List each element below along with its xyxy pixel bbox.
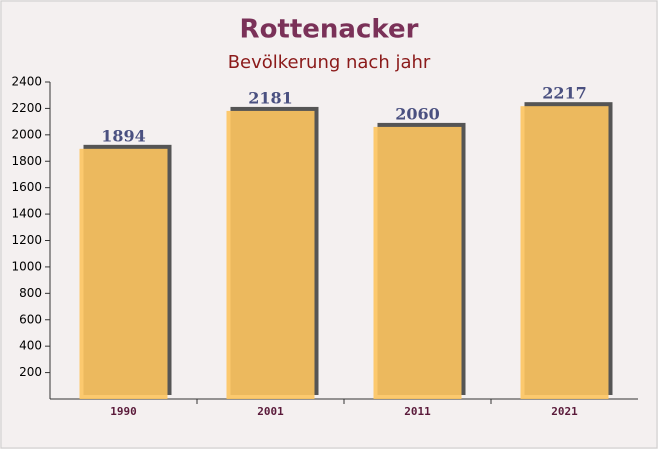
x-tick-label: 2001	[257, 405, 284, 418]
value-label: 2217	[542, 84, 587, 103]
chart-title: Rottenacker	[240, 15, 419, 45]
chart-subtitle: Bevölkerung nach jahr	[228, 52, 431, 73]
bar	[520, 106, 609, 399]
bar	[226, 110, 315, 400]
y-tick-label: 2400	[11, 75, 42, 89]
x-tick-label: 2011	[404, 405, 431, 418]
value-label: 1894	[101, 126, 146, 145]
y-tick-label: 1800	[11, 154, 42, 168]
y-tick-label: 800	[19, 286, 42, 300]
y-tick-label: 2200	[11, 101, 42, 115]
x-tick-label: 1990	[110, 405, 137, 418]
y-tick-label: 1200	[11, 233, 42, 247]
value-label: 2060	[395, 104, 440, 123]
bar	[79, 148, 168, 399]
value-label: 2181	[248, 88, 293, 107]
y-tick-label: 400	[19, 339, 42, 353]
y-tick-label: 2000	[11, 127, 42, 141]
y-tick-label: 1000	[11, 259, 42, 273]
y-tick-label: 200	[19, 365, 42, 379]
y-tick-label: 600	[19, 312, 42, 326]
y-tick-label: 1600	[11, 180, 42, 194]
x-tick-label: 2021	[551, 405, 578, 418]
bar	[373, 126, 462, 400]
y-tick-label: 1400	[11, 207, 42, 221]
